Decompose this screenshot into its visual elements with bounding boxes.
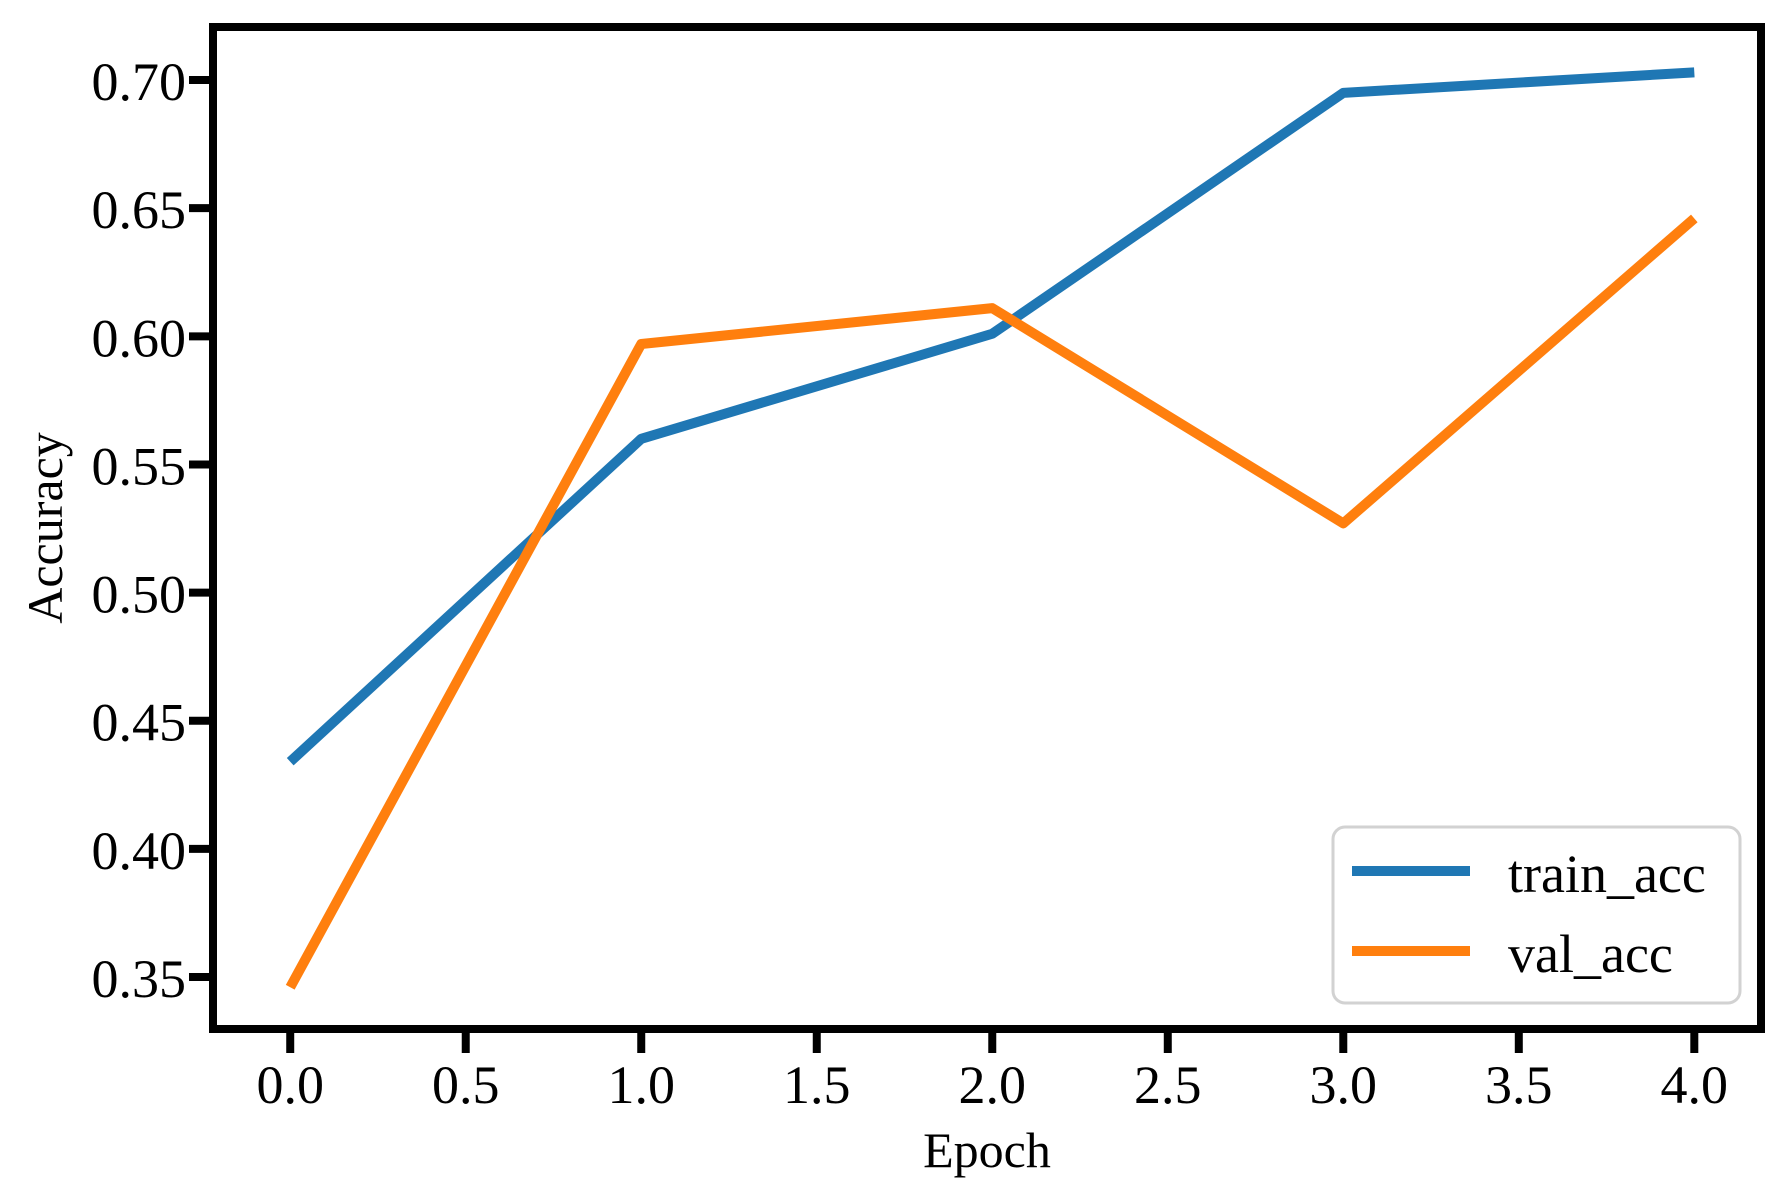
y-tick-label: 0.50 — [92, 565, 187, 625]
plot-area — [285, 67, 1698, 990]
x-tick-label: 0.0 — [256, 1055, 324, 1115]
y-tick-label: 0.70 — [92, 52, 187, 112]
x-axis-label: Epoch — [923, 1122, 1051, 1178]
y-axis-label: Accuracy — [17, 432, 73, 624]
y-tick-label: 0.40 — [92, 821, 187, 881]
x-tick-label: 0.5 — [432, 1055, 500, 1115]
x-tick-label: 2.0 — [959, 1055, 1027, 1115]
y-tick-label: 0.65 — [92, 180, 187, 240]
legend-train-acc-label: train_acc — [1508, 844, 1706, 904]
val-acc-line — [285, 214, 1698, 990]
train-acc-line — [286, 67, 1695, 766]
x-tick-label: 3.5 — [1485, 1055, 1553, 1115]
legend: train_acc val_acc — [1331, 825, 1742, 1005]
legend-val-acc-label: val_acc — [1508, 924, 1673, 984]
y-tick-label: 0.55 — [92, 436, 187, 496]
x-tick-label: 1.5 — [783, 1055, 851, 1115]
y-tick-label: 0.45 — [92, 693, 187, 753]
x-tick-label: 1.0 — [607, 1055, 675, 1115]
plot-border — [209, 23, 1765, 1033]
y-tick-label: 0.35 — [92, 949, 187, 1009]
x-axis-ticks: 0.0 0.5 1.0 1.5 2.0 2.5 3.0 3.5 4.0 — [256, 1033, 1728, 1115]
x-tick-label: 4.0 — [1661, 1055, 1729, 1115]
x-tick-label: 2.5 — [1134, 1055, 1202, 1115]
y-tick-label: 0.60 — [92, 308, 187, 368]
x-tick-label: 3.0 — [1310, 1055, 1378, 1115]
y-axis-ticks: 0.35 0.40 0.45 0.50 0.55 0.60 0.65 0.70 — [92, 52, 209, 1009]
